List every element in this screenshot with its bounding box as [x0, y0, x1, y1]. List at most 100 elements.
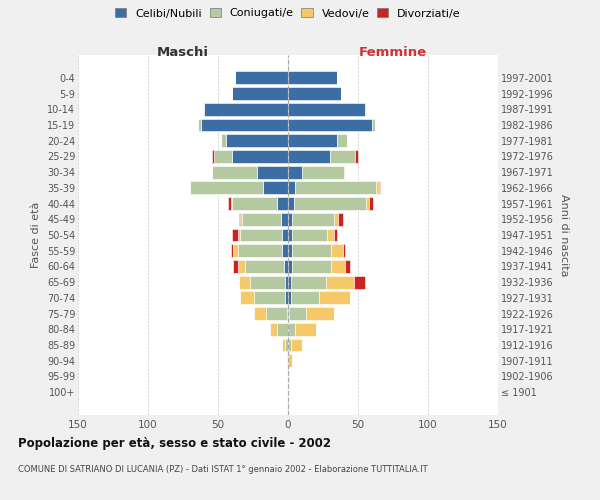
Text: Femmine: Femmine: [359, 46, 427, 59]
Bar: [338, 213, 343, 226]
Bar: [203, 103, 204, 116]
Bar: [337, 134, 347, 147]
Bar: [331, 244, 343, 257]
Bar: [241, 228, 283, 241]
Bar: [285, 338, 288, 351]
Bar: [288, 166, 302, 178]
Bar: [288, 150, 330, 163]
Bar: [291, 338, 302, 351]
Bar: [291, 292, 319, 304]
Bar: [344, 166, 346, 178]
Bar: [239, 213, 241, 226]
Bar: [230, 197, 232, 210]
Bar: [232, 197, 277, 210]
Bar: [292, 260, 331, 273]
Bar: [284, 260, 288, 273]
Text: Popolazione per età, sesso e stato civile - 2002: Popolazione per età, sesso e stato civil…: [18, 438, 331, 450]
Bar: [288, 103, 365, 116]
Bar: [288, 260, 292, 273]
Bar: [288, 182, 295, 194]
Bar: [232, 87, 288, 100]
Bar: [241, 213, 242, 226]
Bar: [263, 182, 288, 194]
Bar: [221, 134, 226, 147]
Bar: [343, 244, 346, 257]
Bar: [277, 197, 288, 210]
Bar: [204, 103, 288, 116]
Bar: [212, 166, 257, 178]
Bar: [367, 197, 369, 210]
Bar: [288, 118, 372, 132]
Bar: [285, 292, 288, 304]
Bar: [334, 213, 338, 226]
Bar: [288, 323, 295, 336]
Bar: [212, 150, 214, 163]
Bar: [288, 370, 289, 383]
Bar: [288, 276, 291, 288]
Bar: [283, 244, 288, 257]
Bar: [287, 354, 288, 367]
Bar: [288, 72, 337, 85]
Bar: [291, 276, 326, 288]
Bar: [372, 118, 375, 132]
Bar: [288, 307, 289, 320]
Bar: [295, 323, 316, 336]
Bar: [330, 150, 355, 163]
Bar: [346, 260, 350, 273]
Bar: [238, 228, 241, 241]
Bar: [365, 103, 367, 116]
Bar: [354, 276, 365, 288]
Bar: [233, 244, 238, 257]
Bar: [199, 118, 201, 132]
Bar: [250, 276, 285, 288]
Bar: [292, 244, 331, 257]
Bar: [288, 354, 292, 367]
Bar: [306, 307, 334, 320]
Bar: [241, 292, 254, 304]
Bar: [254, 292, 285, 304]
Bar: [214, 150, 232, 163]
Bar: [369, 197, 373, 210]
Y-axis label: Fasce di età: Fasce di età: [31, 202, 41, 268]
Bar: [287, 307, 288, 320]
Bar: [190, 182, 263, 194]
Bar: [302, 166, 344, 178]
Bar: [289, 307, 306, 320]
Bar: [228, 197, 230, 210]
Bar: [288, 228, 292, 241]
Bar: [277, 323, 288, 336]
Bar: [283, 338, 285, 351]
Bar: [288, 197, 293, 210]
Bar: [232, 228, 238, 241]
Bar: [238, 244, 283, 257]
Bar: [233, 260, 238, 273]
Bar: [242, 213, 281, 226]
Bar: [379, 182, 380, 194]
Bar: [288, 87, 341, 100]
Y-axis label: Anni di nascita: Anni di nascita: [559, 194, 569, 276]
Bar: [239, 276, 250, 288]
Bar: [334, 228, 337, 241]
Bar: [295, 182, 376, 194]
Bar: [288, 292, 291, 304]
Bar: [281, 213, 288, 226]
Bar: [266, 307, 287, 320]
Bar: [288, 244, 292, 257]
Bar: [293, 197, 367, 210]
Bar: [245, 260, 284, 273]
Legend: Celibi/Nubili, Coniugati/e, Vedovi/e, Divorziati/e: Celibi/Nubili, Coniugati/e, Vedovi/e, Di…: [115, 8, 461, 18]
Bar: [292, 228, 327, 241]
Bar: [288, 338, 291, 351]
Bar: [254, 307, 266, 320]
Bar: [230, 244, 233, 257]
Bar: [285, 276, 288, 288]
Bar: [201, 118, 288, 132]
Bar: [283, 228, 288, 241]
Bar: [235, 72, 288, 85]
Bar: [292, 213, 334, 226]
Bar: [270, 323, 277, 336]
Bar: [288, 213, 292, 226]
Bar: [288, 134, 337, 147]
Bar: [238, 260, 245, 273]
Bar: [226, 134, 288, 147]
